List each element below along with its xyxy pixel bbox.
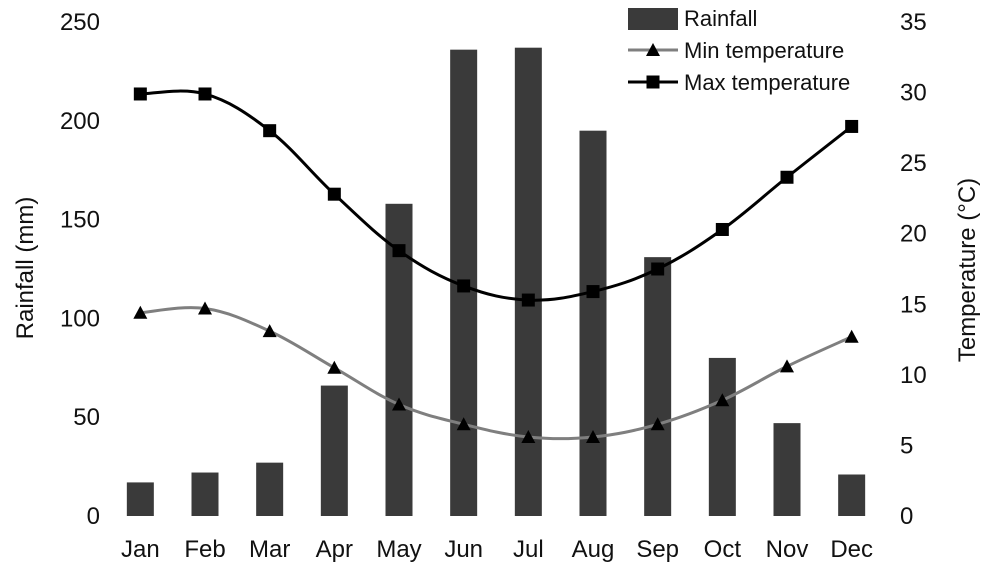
right-tick-label: 20 — [900, 221, 927, 248]
min-temperature-point-aug — [586, 429, 600, 443]
max-temperature-point-dec — [845, 119, 859, 133]
right-tick-label: 25 — [900, 150, 927, 177]
right-tick-label: 10 — [900, 362, 927, 389]
x-tick-label: Mar — [249, 536, 290, 563]
left-axis-ticks: 0 50 100 150 200 250 — [60, 9, 100, 530]
legend-label-rainfall: Rainfall — [684, 6, 757, 31]
rainfall-bar-nov — [773, 423, 801, 516]
left-tick-label: 150 — [60, 207, 100, 234]
min-temperature-line — [140, 306, 853, 441]
max-temperature-point-oct — [715, 222, 729, 236]
x-tick-label: Jul — [513, 536, 544, 563]
max-temperature-line — [140, 89, 853, 302]
legend-marker-max-temperature — [646, 75, 660, 89]
max-temperature-point-mar — [263, 124, 277, 138]
x-tick-label: Dec — [830, 536, 873, 563]
right-tick-label: 0 — [900, 503, 913, 530]
max-temperature-point-jan — [133, 87, 147, 101]
min-temperature-point-may — [392, 397, 406, 411]
legend-label-max-temperature: Max temperature — [684, 70, 850, 95]
rainfall-bar-mar — [256, 462, 284, 516]
x-tick-label: May — [376, 536, 421, 563]
legend: Rainfall Min temperature Max temperature — [628, 6, 850, 95]
rainfall-bar-oct — [708, 357, 736, 516]
temperature-lines — [133, 87, 859, 443]
max-temperature-point-jul — [521, 293, 535, 307]
left-tick-label: 100 — [60, 305, 100, 332]
min-temperature-point-jan — [133, 305, 148, 319]
x-tick-label: Nov — [766, 536, 809, 563]
max-temperature-point-sep — [651, 262, 665, 276]
left-tick-label: 0 — [87, 503, 100, 530]
max-temperature-point-aug — [586, 285, 600, 299]
max-temperature-point-apr — [327, 187, 341, 201]
legend-marker-min-temperature — [646, 43, 660, 56]
right-tick-label: 30 — [900, 80, 927, 107]
max-temperature-point-jun — [457, 279, 471, 293]
x-tick-label: Oct — [704, 536, 742, 563]
max-temperature-point-feb — [198, 87, 212, 101]
left-tick-label: 250 — [60, 9, 100, 36]
right-axis-label: Temperature (°C) — [954, 178, 981, 362]
left-tick-label: 200 — [60, 108, 100, 135]
right-tick-label: 15 — [900, 291, 927, 318]
rainfall-bar-apr — [320, 385, 348, 516]
x-tick-label: Sep — [636, 536, 679, 563]
rainfall-bar-dec — [838, 474, 866, 516]
rainfall-bar-sep — [644, 257, 672, 516]
max-temperature-point-may — [392, 244, 406, 258]
x-axis-ticks: Jan Feb Mar Apr May Jun Jul Aug Sep Oct Nov Dec — [121, 536, 873, 563]
right-tick-label: 35 — [900, 9, 927, 36]
x-tick-label: Feb — [184, 536, 225, 563]
x-tick-label: Aug — [572, 536, 615, 563]
left-axis-label: Rainfall (mm) — [12, 197, 39, 340]
min-temperature-point-jun — [456, 417, 471, 431]
legend-label-min-temperature: Min temperature — [684, 38, 844, 63]
min-temperature-point-apr — [327, 360, 342, 374]
left-tick-label: 50 — [73, 404, 100, 431]
rainfall-bar-feb — [191, 472, 219, 516]
min-temperature-point-nov — [780, 359, 794, 373]
x-tick-label: Jan — [121, 536, 160, 563]
min-temperature-point-mar — [262, 324, 277, 338]
x-tick-label: Jun — [444, 536, 483, 563]
rainfall-bar-jan — [126, 482, 154, 516]
min-temperature-point-sep — [650, 417, 665, 431]
min-temperature-point-feb — [198, 301, 212, 315]
right-axis-ticks: 0 5 10 15 20 25 30 35 — [900, 9, 927, 530]
rainfall-bar-aug — [579, 130, 607, 516]
max-temperature-point-nov — [780, 170, 794, 184]
right-tick-label: 5 — [900, 432, 913, 459]
rainfall-bars — [126, 47, 866, 517]
x-tick-label: Apr — [316, 536, 353, 563]
min-temperature-point-oct — [715, 393, 730, 407]
min-temperature-point-jul — [521, 429, 536, 443]
rainfall-bar-jul — [514, 47, 542, 517]
min-temperature-point-dec — [844, 329, 859, 343]
legend-swatch-rainfall — [628, 8, 678, 30]
